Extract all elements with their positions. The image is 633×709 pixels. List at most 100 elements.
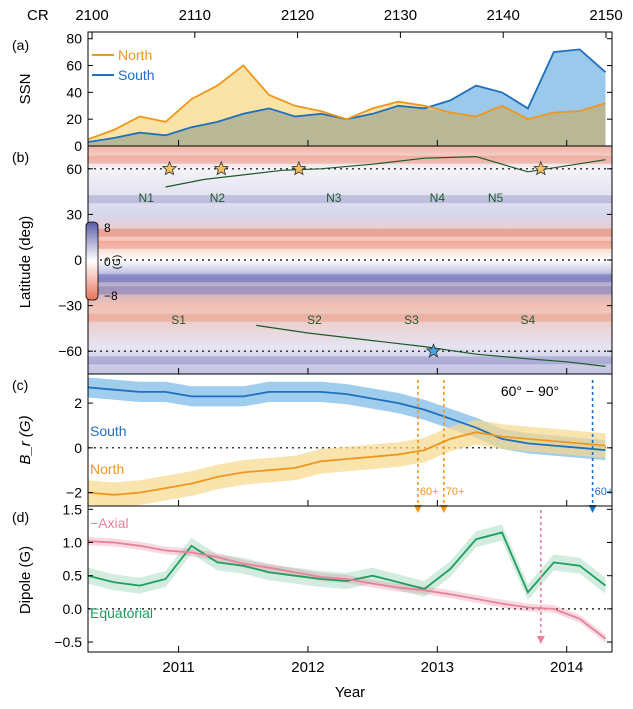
heatmap-band xyxy=(88,286,612,295)
year-tick-label: 2013 xyxy=(421,659,454,676)
panel-a-legend: North South xyxy=(92,47,155,83)
year-axis: Year 2011 2012 2013 2014 xyxy=(162,140,583,701)
axial-series-label: −Axial xyxy=(90,515,129,531)
south-reversal-star xyxy=(425,343,442,358)
axial-dipole-line xyxy=(88,540,607,640)
heatmap-band xyxy=(88,274,612,283)
reversal-markers: 60+ 70+ 60+ xyxy=(413,380,614,513)
surge-label: N5 xyxy=(488,191,504,205)
surge-label: S4 xyxy=(521,313,536,327)
dipole-lines xyxy=(88,510,612,644)
heatmap-band xyxy=(88,313,612,322)
latitude-range-annotation: 60° − 90° xyxy=(501,383,559,399)
y-tick-label: 0 xyxy=(74,138,82,154)
panel-a-ylabel: SSN xyxy=(17,74,34,105)
carrington-axis: CR 2100 2110 2120 2130 2140 2150 xyxy=(27,7,623,38)
cr-tick-label: 2120 xyxy=(281,7,314,24)
panel-d-frame xyxy=(87,505,613,653)
heatmap-background xyxy=(88,146,612,374)
y-tick-label: −30 xyxy=(58,298,82,314)
south-polar-field-line xyxy=(88,386,606,451)
north-reversal-star xyxy=(533,160,549,176)
surge-label: N4 xyxy=(430,191,446,205)
colorbar-unit: (G) xyxy=(112,255,123,269)
y-tick-label: 30 xyxy=(66,206,82,222)
equatorial-dipole-line xyxy=(88,531,607,594)
equatorial-uncertainty-band xyxy=(88,524,606,601)
panel-c: (c) B_r (G) 2 0 −2 60+ 70+ 60+ 60° − 90° Sou… xyxy=(12,373,614,513)
butterfly-heatmap xyxy=(88,146,612,374)
reversal-marker-label: 60+ xyxy=(420,486,439,498)
heatmap-band xyxy=(88,240,612,249)
legend-south-label: South xyxy=(118,67,155,83)
cr-tick-label: 2150 xyxy=(589,7,622,24)
north-reversal-star xyxy=(291,160,307,176)
colorbar-mid: 0 xyxy=(104,255,111,269)
heatmap-band xyxy=(88,356,612,365)
panel-a: (a) SSN 0 20 40 60 80 North South xyxy=(12,31,613,154)
y-tick-label: 1.5 xyxy=(63,501,83,517)
south-polar-boundary xyxy=(256,324,606,367)
heatmap-band xyxy=(88,155,612,164)
year-tick-label: 2014 xyxy=(550,659,583,676)
colorbar-min: −8 xyxy=(104,289,118,303)
equatorial-series-label: Equatorial xyxy=(90,605,153,621)
surge-label: N3 xyxy=(326,191,342,205)
south-uncertainty-band xyxy=(88,377,606,461)
panel-c-ylabel: B_r (G) xyxy=(17,415,34,464)
colorbar-max: 8 xyxy=(104,221,111,235)
y-tick-label: 0.5 xyxy=(63,568,83,584)
legend-north-label: North xyxy=(118,47,152,63)
panel-d-label: (d) xyxy=(12,509,29,525)
y-tick-label: 60 xyxy=(66,58,82,74)
panel-d-ylabel: Dipole (G) xyxy=(17,546,34,614)
panel-c-label: (c) xyxy=(12,377,28,393)
polar-field-lines xyxy=(88,377,612,506)
y-tick-label: 1.0 xyxy=(63,535,83,551)
panel-c-yticks: 2 0 −2 xyxy=(66,395,612,501)
north-series-label: North xyxy=(90,461,124,477)
reversal-marker-label: 70+ xyxy=(446,486,465,498)
y-tick-label: 20 xyxy=(66,111,82,127)
reversal-stars xyxy=(161,160,549,358)
colorbar-gradient xyxy=(85,221,99,301)
y-tick-label: 0.0 xyxy=(63,601,83,617)
y-tick-label: −2 xyxy=(66,485,82,501)
cr-tick-label: 2130 xyxy=(384,7,417,24)
y-tick-label: −0.5 xyxy=(54,634,82,650)
reversal-marker-arrow xyxy=(588,505,597,513)
y-tick-label: 80 xyxy=(66,31,82,47)
panel-b-ylabel: Latitude (deg) xyxy=(17,216,34,309)
y-tick-label: 0 xyxy=(74,440,82,456)
overlap-ssn-area xyxy=(88,103,606,146)
surge-label: N2 xyxy=(210,191,226,205)
reversal-marker-arrow xyxy=(439,505,448,513)
surge-labels: N1 N2 N3 N4 N5 S1 S2 S3 S4 xyxy=(139,191,536,327)
y-tick-label: 2 xyxy=(74,395,82,411)
reversal-marker-arrow xyxy=(413,505,422,513)
heatmap-bands xyxy=(88,155,612,365)
surge-label: N1 xyxy=(139,191,155,205)
y-tick-label: −60 xyxy=(58,343,82,359)
year-axis-label: Year xyxy=(335,684,365,701)
surge-label: S3 xyxy=(404,313,419,327)
heatmap-band xyxy=(88,228,612,237)
y-tick-label: 0 xyxy=(74,252,82,268)
north-reversal-star xyxy=(213,160,229,176)
ssn-areas xyxy=(88,48,607,146)
y-tick-label: 40 xyxy=(66,84,82,100)
north-ssn-line xyxy=(88,64,606,141)
reversal-marker-label: 60+ xyxy=(595,486,614,498)
y-tick-label: 60 xyxy=(66,161,82,177)
cr-tick-label: 2140 xyxy=(487,7,520,24)
panel-d: (d) Dipole (G) 1.5 1.0 0.5 0.0 −0.5 −Axial E… xyxy=(12,501,613,653)
panel-d-yticks: 1.5 1.0 0.5 0.0 −0.5 xyxy=(54,501,612,650)
year-tick-label: 2012 xyxy=(291,659,324,676)
north-polar-field-line xyxy=(88,431,606,496)
cr-tick-label: 2110 xyxy=(179,7,211,24)
year-tick-label: 2011 xyxy=(162,659,194,676)
cr-tick-label: 2100 xyxy=(75,7,108,24)
north-reversal-star xyxy=(161,160,178,176)
